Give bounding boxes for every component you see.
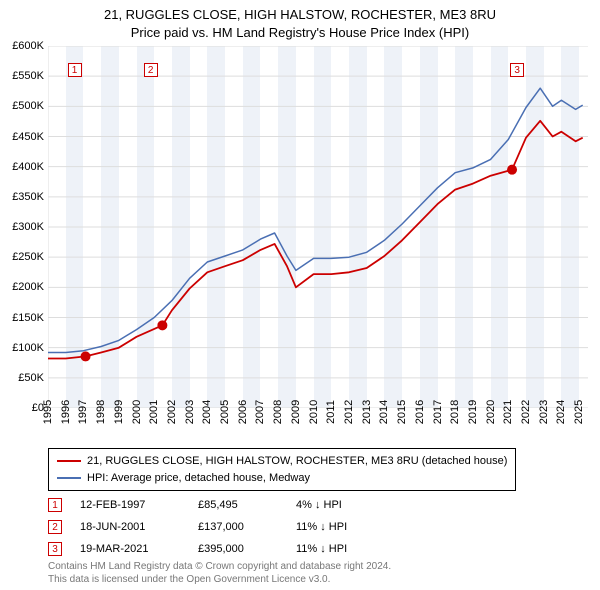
series-property [48,121,583,359]
x-tick-label: 2025 [573,400,585,424]
sale-row-marker: 2 [48,520,62,534]
x-tick-label: 2007 [254,400,266,424]
legend-swatch [57,477,81,479]
x-tick-label: 2003 [184,400,196,424]
x-tick-label: 2001 [148,400,160,424]
x-tick-label: 2010 [308,400,320,424]
x-tick-label: 2023 [538,400,550,424]
sale-row-marker: 1 [48,498,62,512]
sale-point [507,165,517,175]
x-tick-label: 2014 [378,400,390,424]
x-tick-label: 2013 [361,400,373,424]
x-tick-label: 2015 [396,400,408,424]
title-subtitle: Price paid vs. HM Land Registry's House … [0,24,600,42]
legend-label: HPI: Average price, detached house, Medw… [87,470,310,487]
x-tick-label: 2000 [131,400,143,424]
sale-row: 2 18-JUN-2001 £137,000 11% ↓ HPI [48,516,406,538]
x-tick-label: 1996 [60,400,72,424]
footer-line2: This data is licensed under the Open Gov… [48,573,391,586]
y-tick-label: £150K [12,312,44,324]
x-tick-label: 2009 [290,400,302,424]
footer-attribution: Contains HM Land Registry data © Crown c… [48,560,391,586]
sale-date: 18-JUN-2001 [80,521,180,533]
sale-marker: 3 [510,63,524,77]
x-tick-label: 1997 [77,400,89,424]
sale-point [157,320,167,330]
legend: 21, RUGGLES CLOSE, HIGH HALSTOW, ROCHEST… [48,448,516,491]
x-tick-label: 2017 [432,400,444,424]
x-tick-label: 2006 [237,400,249,424]
x-tick-label: 2022 [520,400,532,424]
sale-price: £395,000 [198,543,278,555]
sale-point [81,351,91,361]
sale-date: 12-FEB-1997 [80,499,180,511]
x-tick-label: 1995 [42,400,54,424]
x-tick-label: 2012 [343,400,355,424]
x-tick-label: 2004 [201,400,213,424]
sale-vs-hpi: 4% ↓ HPI [296,499,406,511]
footer-line1: Contains HM Land Registry data © Crown c… [48,560,391,573]
sale-row-marker: 3 [48,542,62,556]
x-tick-label: 2018 [449,400,461,424]
sale-row: 3 19-MAR-2021 £395,000 11% ↓ HPI [48,538,406,560]
y-tick-label: £200K [12,281,44,293]
y-tick-label: £300K [12,221,44,233]
y-tick-label: £50K [18,372,44,384]
y-tick-label: £600K [12,40,44,52]
sale-vs-hpi: 11% ↓ HPI [296,543,406,555]
x-tick-label: 1999 [113,400,125,424]
legend-label: 21, RUGGLES CLOSE, HIGH HALSTOW, ROCHEST… [87,453,507,470]
title-address: 21, RUGGLES CLOSE, HIGH HALSTOW, ROCHEST… [0,6,600,24]
sale-vs-hpi: 11% ↓ HPI [296,521,406,533]
sale-date: 19-MAR-2021 [80,543,180,555]
y-tick-label: £350K [12,191,44,203]
chart-svg [48,46,588,408]
x-tick-label: 2002 [166,400,178,424]
sale-marker: 2 [144,63,158,77]
x-tick-label: 1998 [95,400,107,424]
legend-row: HPI: Average price, detached house, Medw… [57,470,507,487]
sale-marker: 1 [68,63,82,77]
sale-price: £137,000 [198,521,278,533]
sales-table: 1 12-FEB-1997 £85,495 4% ↓ HPI 2 18-JUN-2001 £… [48,494,406,560]
x-tick-label: 2020 [485,400,497,424]
x-tick-label: 2005 [219,400,231,424]
chart-title: 21, RUGGLES CLOSE, HIGH HALSTOW, ROCHEST… [0,0,600,41]
x-tick-label: 2024 [555,400,567,424]
legend-swatch [57,460,81,462]
x-tick-label: 2011 [325,400,337,424]
x-tick-label: 2008 [272,400,284,424]
y-tick-label: £500K [12,100,44,112]
sale-price: £85,495 [198,499,278,511]
y-tick-label: £550K [12,70,44,82]
y-tick-label: £100K [12,342,44,354]
x-tick-label: 2019 [467,400,479,424]
sale-row: 1 12-FEB-1997 £85,495 4% ↓ HPI [48,494,406,516]
x-tick-label: 2021 [502,400,514,424]
legend-row: 21, RUGGLES CLOSE, HIGH HALSTOW, ROCHEST… [57,453,507,470]
chart-plot-area: £0£50K£100K£150K£200K£250K£300K£350K£400… [48,46,588,408]
y-tick-label: £450K [12,131,44,143]
y-tick-label: £250K [12,251,44,263]
series-hpi [48,88,583,352]
x-tick-label: 2016 [414,400,426,424]
y-tick-label: £400K [12,161,44,173]
